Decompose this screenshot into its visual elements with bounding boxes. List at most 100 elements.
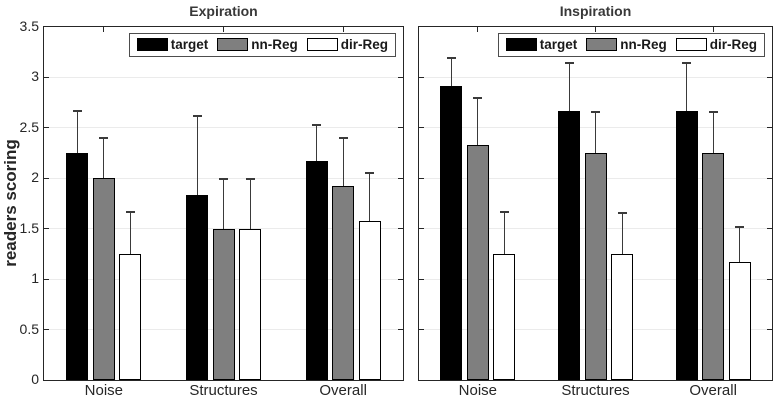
errorbar-cap-target-noise [446,57,456,60]
errorbar-cap-dir-reg-structures [617,211,627,214]
bar-target-overall [305,161,328,380]
errorbar-nn-reg-overall [712,110,714,154]
errorbar-target-overall [316,123,318,162]
bar-dir-reg-structures [239,228,261,380]
errorbar-nn-reg-structures [223,178,224,229]
legend-label-nn-reg: nn-Reg [251,37,298,52]
errorbar-dir-reg-overall [369,172,371,221]
y-tick-label-3: 3 [31,68,39,85]
x-tick-top [342,27,344,32]
x-tick-label-overall: Overall [319,382,367,399]
errorbar-cap-dir-reg-structures [245,178,255,181]
errorbar-dir-reg-noise [129,210,131,254]
errorbar-cap-nn-reg-structures [219,178,228,181]
errorbar-nn-reg-structures [595,110,596,154]
bar-nn-reg-noise [92,178,115,380]
x-tick-top [103,27,105,32]
legend-swatch-nn-reg [586,38,618,52]
errorbar-cap-dir-reg-noise [499,210,509,213]
errorbar-nn-reg-overall [342,136,344,187]
bar-target-overall [675,110,698,380]
legend-item-dir-reg: dir-Reg [675,38,757,52]
bar-target-structures [186,195,208,380]
y-tick-label-1.5: 1.5 [19,219,39,236]
gridline-2.5 [44,127,403,129]
errorbar-cap-target-noise [72,109,82,112]
errorbar-cap-nn-reg-structures [591,110,600,113]
y-tick-left [44,228,49,230]
legend-item-dir-reg: dir-Reg [306,38,388,52]
bar-dir-reg-structures [611,253,633,380]
bar-target-noise [440,85,463,380]
y-tick-left [419,228,424,230]
y-tick-label-0.5: 0.5 [19,320,39,337]
errorbar-cap-nn-reg-overall [338,136,348,139]
y-tick-right [398,329,403,331]
errorbar-target-structures [196,114,198,196]
x-tick-top [477,27,479,32]
y-tick-right [398,76,403,78]
errorbar-dir-reg-overall [739,225,741,262]
gridline-3 [44,76,403,78]
y-tick-right [398,177,403,179]
bar-nn-reg-noise [466,145,489,380]
errorbar-cap-nn-reg-noise [99,136,109,139]
y-tick-right [767,76,772,78]
y-tick-left [419,329,424,331]
errorbar-cap-nn-reg-overall [708,110,718,113]
errorbar-target-noise [450,57,452,86]
legend: target nn-Reg dir-Reg [497,33,765,57]
bar-nn-reg-overall [332,186,355,380]
legend-label-nn-reg: nn-Reg [620,37,667,52]
x-tick-label-structures: Structures [561,382,630,399]
y-tick-label-3.5: 3.5 [19,18,39,34]
y-tick-left [44,329,49,331]
x-tick-label-structures: Structures [189,382,258,399]
y-tick-right [398,127,403,129]
y-tick-label-2.5: 2.5 [19,118,39,135]
x-tick-label-noise: Noise [458,382,497,399]
legend-swatch-target [136,38,168,52]
subplot-inspiration: Inspiration Noise Structures Overall target… [418,3,773,399]
y-tick-left [419,127,424,129]
y-tick-left [419,177,424,179]
x-tick-top [595,27,596,32]
y-tick-label-1: 1 [31,270,39,287]
errorbar-cap-target-overall [312,123,322,126]
errorbar-cap-target-overall [682,62,692,65]
errorbar-cap-target-structures [564,62,574,65]
y-tick-right [767,228,772,230]
bar-dir-reg-overall [728,262,751,380]
x-tick-top [223,27,224,32]
x-tick-label-overall: Overall [689,382,737,399]
errorbar-nn-reg-noise [477,96,479,146]
legend-item-nn-reg: nn-Reg [586,38,676,52]
y-tick-left [419,76,424,78]
errorbar-target-overall [686,62,688,111]
errorbar-target-structures [568,62,570,111]
bar-nn-reg-overall [702,153,725,380]
legend-item-target: target [136,37,218,52]
errorbar-dir-reg-structures [249,178,251,229]
x-tick-top [712,27,714,32]
bar-nn-reg-structures [584,153,607,380]
y-tick-right [767,278,772,280]
y-tick-right [767,127,772,129]
legend-label-target: target [170,37,209,52]
y-axis-title: readers scoring [1,139,20,267]
errorbar-cap-dir-reg-overall [365,172,375,175]
legend-item-target: target [505,38,587,52]
errorbar-cap-dir-reg-noise [125,210,135,213]
y-tick-right [398,278,403,280]
y-tick-left [419,278,424,280]
bar-target-noise [66,153,89,380]
y-tick-right [767,177,772,179]
errorbar-target-noise [76,109,78,154]
chart-title-inspiration: Inspiration [559,3,632,19]
gridline-2 [44,177,403,179]
chart-title-expiration: Expiration [189,3,258,19]
x-tick-label-noise: Noise [84,382,123,399]
y-tick-right [398,228,403,230]
bar-dir-reg-overall [358,220,381,380]
